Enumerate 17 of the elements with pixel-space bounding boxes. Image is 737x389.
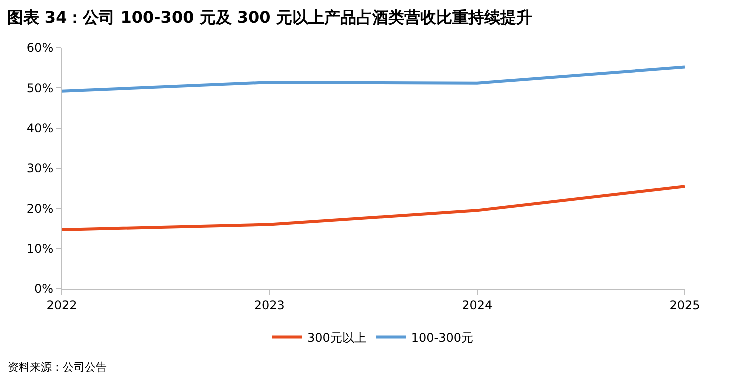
y-tick-label: 0% xyxy=(34,282,54,296)
chart-title: 图表 34：公司 100-300 元及 300 元以上产品占酒类营收比重持续提升 xyxy=(7,8,532,27)
y-tick-label: 40% xyxy=(26,122,54,136)
x-tick-label: 2022 xyxy=(46,298,78,312)
legend-label: 100-300元 xyxy=(411,330,474,345)
y-tick-label: 30% xyxy=(26,162,54,176)
legend-label: 300元以上 xyxy=(308,330,366,345)
x-tick-label: 2024 xyxy=(462,298,493,312)
text: 资料来源：公司公告 xyxy=(8,361,107,374)
x-tick-label: 2025 xyxy=(670,298,700,312)
x-tick-label: 2023 xyxy=(254,298,285,312)
y-tick-label: 50% xyxy=(26,81,54,96)
y-tick-label: 10% xyxy=(26,242,54,256)
line-series xyxy=(62,185,685,232)
y-tick-label: 60% xyxy=(26,41,54,56)
line-series xyxy=(62,66,685,93)
y-tick-label: 20% xyxy=(26,202,54,216)
